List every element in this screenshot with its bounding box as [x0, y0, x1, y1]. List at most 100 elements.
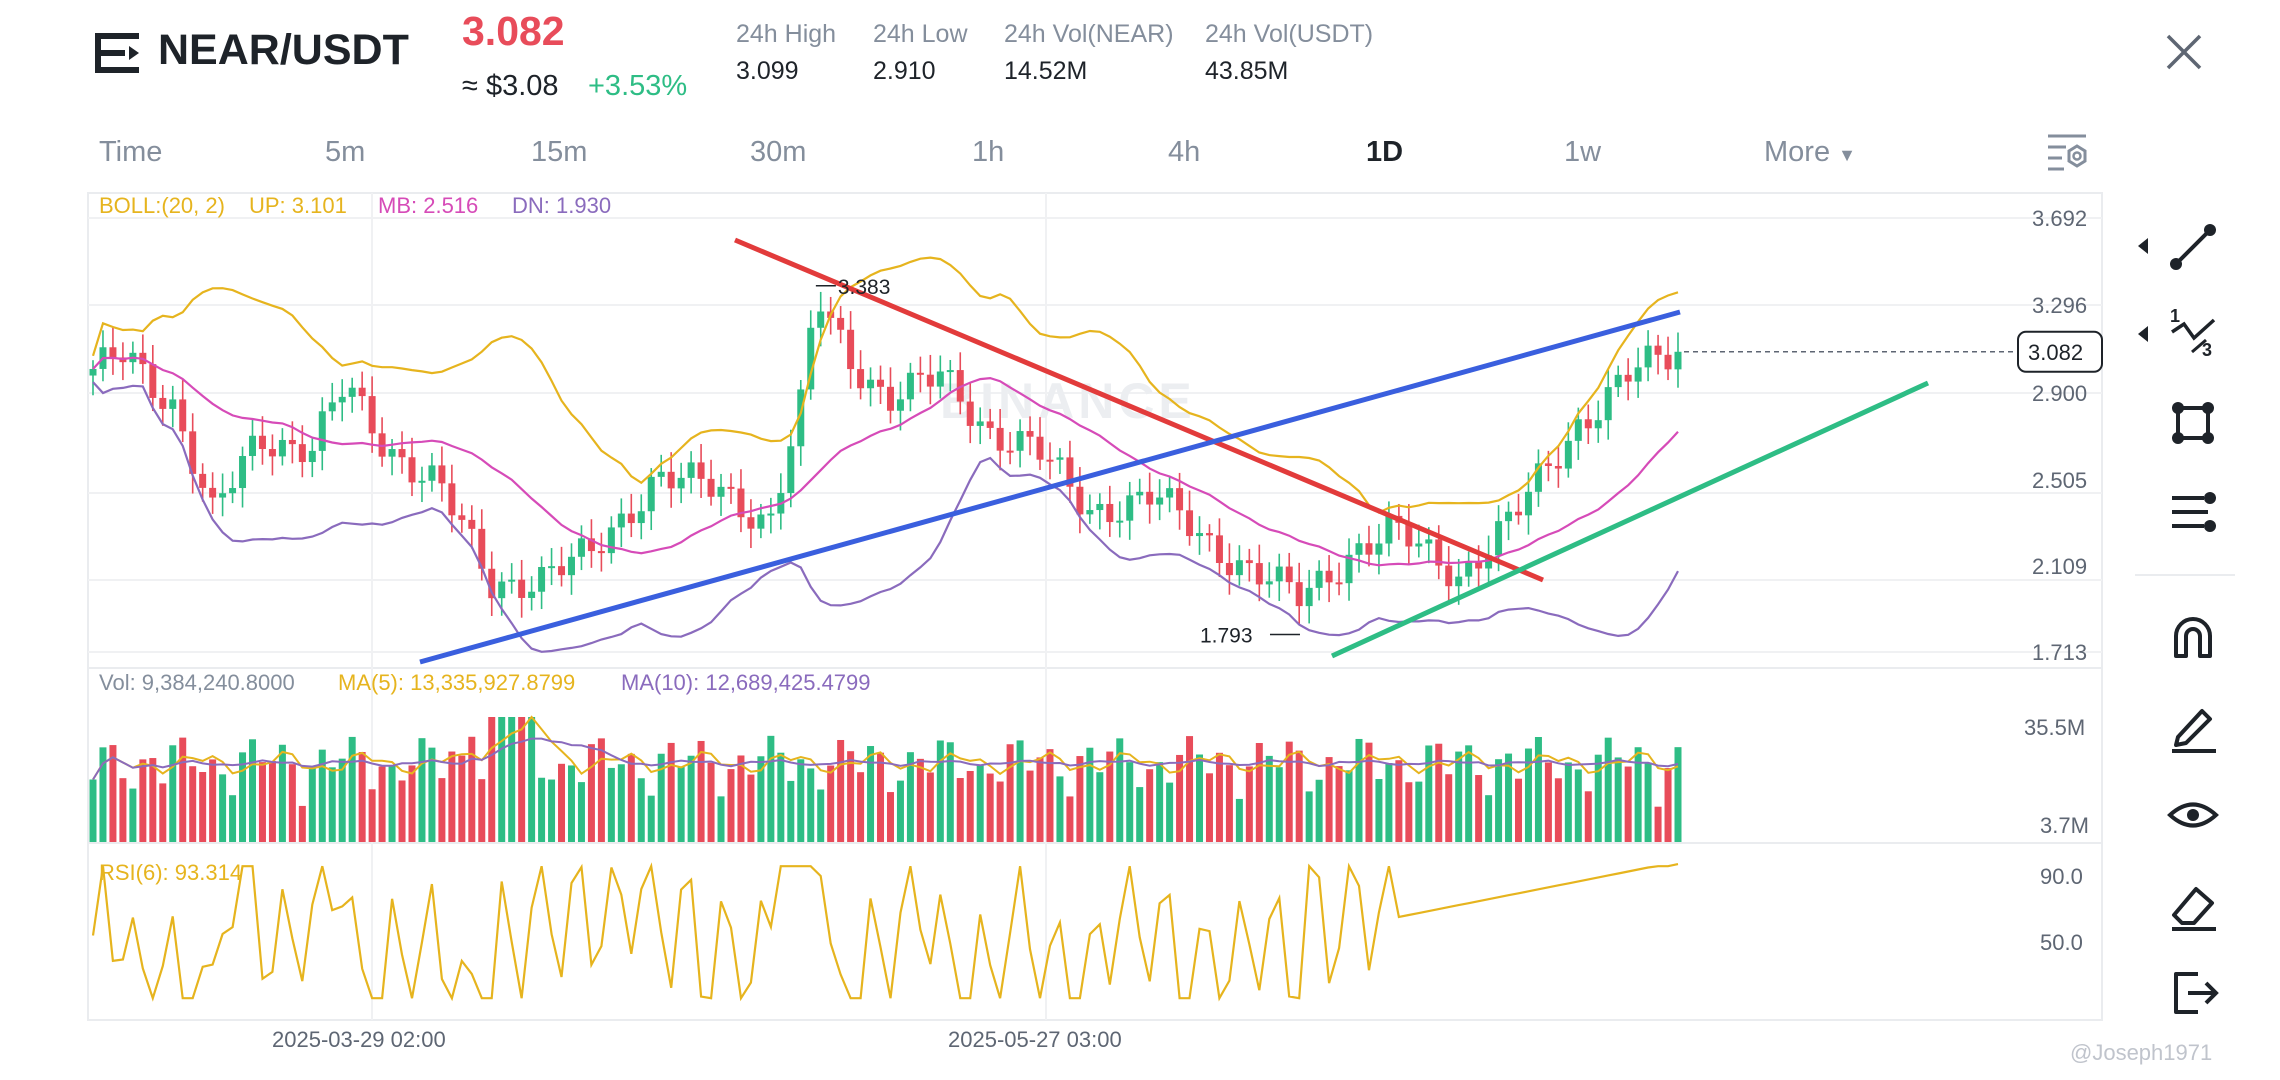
- candle-body: [1245, 560, 1253, 564]
- volume-bar: [169, 745, 177, 842]
- volume-bar: [418, 738, 426, 842]
- candle-body: [498, 581, 506, 599]
- stat-value-low: 2.910: [873, 57, 936, 85]
- candle-body: [1654, 345, 1662, 355]
- candle-body: [567, 556, 575, 576]
- volume-bar: [398, 780, 406, 842]
- tab-1d[interactable]: 1D: [1366, 136, 1404, 168]
- volume-bar: [1136, 787, 1144, 842]
- volume-bar: [1315, 779, 1323, 842]
- volume-bar: [1634, 747, 1642, 842]
- candle-body: [318, 411, 326, 451]
- stat-label-low: 24h Low: [873, 20, 968, 48]
- candle-body: [89, 368, 97, 376]
- volume-bar: [886, 792, 894, 842]
- volume-bar: [1275, 767, 1283, 842]
- volume-bar: [946, 742, 954, 842]
- candle-body: [1176, 488, 1184, 511]
- candles-group: [89, 291, 1682, 625]
- candle-body: [1475, 561, 1483, 569]
- stat-value-vol-near: 14.52M: [1004, 57, 1088, 85]
- candle-body: [1614, 374, 1622, 388]
- volume-bar: [199, 772, 207, 842]
- expand-triangle-icon[interactable]: [2138, 326, 2148, 342]
- candle-body: [428, 465, 436, 481]
- toolbar-divider: [2135, 574, 2235, 576]
- candle-body: [1644, 345, 1652, 368]
- eye-icon[interactable]: [2164, 786, 2222, 844]
- candle-body: [458, 515, 466, 520]
- magnet-icon[interactable]: [2164, 608, 2222, 666]
- stat-value-vol-usdt: 43.85M: [1205, 57, 1289, 85]
- volume-bar: [438, 778, 446, 842]
- price-change: +3.53%: [588, 70, 688, 102]
- candle-body: [837, 317, 845, 330]
- boll-label: BOLL:(20, 2): [99, 193, 225, 218]
- candle-body: [1335, 582, 1343, 585]
- exit-icon[interactable]: [2164, 964, 2222, 1022]
- volume-bar: [1335, 766, 1343, 842]
- candlestick-chart[interactable]: BINANCE3.3831.7933.0823.6923.2962.9002.5…: [0, 180, 2140, 1050]
- candle-body: [508, 579, 516, 582]
- volume-axis-label: 35.5M: [2024, 715, 2085, 740]
- volume-bar: [1116, 738, 1124, 842]
- volume-bar: [388, 765, 396, 842]
- volume-bar: [1495, 759, 1503, 842]
- expand-triangle-icon[interactable]: [2138, 238, 2148, 254]
- chart-settings-icon[interactable]: [2046, 132, 2088, 172]
- volume-bar: [1515, 778, 1523, 842]
- candle-body: [408, 457, 416, 483]
- volume-bar: [1584, 791, 1592, 842]
- volume-bar: [1564, 762, 1572, 842]
- tab-4h[interactable]: 4h: [1168, 136, 1201, 168]
- volume-bar: [1674, 747, 1682, 842]
- candle-body: [727, 486, 735, 489]
- candle-body: [767, 513, 775, 516]
- tab-1h[interactable]: 1h: [972, 136, 1005, 168]
- volume-bar: [1176, 754, 1184, 842]
- close-icon[interactable]: [2162, 30, 2206, 74]
- candle-body: [258, 435, 266, 450]
- volume-bar: [1534, 737, 1542, 842]
- volume-bar: [637, 778, 645, 842]
- volume-bar: [797, 759, 805, 842]
- tab-1w[interactable]: 1w: [1564, 136, 1602, 168]
- volume-bar: [1026, 770, 1034, 842]
- volume-bar: [1445, 774, 1453, 842]
- tab-time[interactable]: Time: [99, 136, 163, 168]
- shape-icon[interactable]: [2164, 394, 2222, 452]
- candle-body: [1405, 522, 1413, 547]
- candle-body: [847, 329, 855, 370]
- parallel-lines-icon[interactable]: [2164, 482, 2222, 540]
- candle-body: [886, 386, 894, 411]
- volume-bar: [508, 717, 516, 842]
- candle-body: [1445, 565, 1453, 587]
- fibonacci-icon[interactable]: 1 3: [2164, 306, 2222, 364]
- volume-bar: [1245, 766, 1253, 842]
- pen-icon[interactable]: [2164, 697, 2222, 755]
- menu-icon[interactable]: [95, 33, 139, 73]
- boll-upper-band: [91, 256, 1679, 514]
- volume-bar: [318, 749, 326, 842]
- candle-body: [807, 327, 815, 390]
- tab-30m[interactable]: 30m: [750, 136, 807, 168]
- candle-body: [787, 446, 795, 494]
- eraser-icon[interactable]: [2164, 875, 2222, 933]
- pair-title[interactable]: NEAR/USDT: [158, 26, 409, 74]
- low-annotation: 1.793: [1200, 624, 1253, 647]
- volume-bar: [229, 795, 237, 842]
- tab-15m[interactable]: 15m: [531, 136, 588, 168]
- candle-body: [1624, 374, 1632, 382]
- candle-body: [867, 379, 875, 389]
- volume-bar: [817, 789, 825, 842]
- volume-bar: [1156, 762, 1164, 842]
- trendline-icon[interactable]: [2164, 218, 2222, 276]
- volume-bar: [458, 755, 466, 842]
- tab-5m[interactable]: 5m: [325, 136, 366, 168]
- candle-body: [248, 435, 256, 457]
- boll-mb: MB: 2.516: [378, 193, 479, 218]
- price-axis-label: 2.900: [2032, 381, 2087, 406]
- tab-more[interactable]: More ▼: [1764, 136, 1856, 169]
- volume-bar: [258, 762, 266, 842]
- candle-body: [1225, 563, 1233, 576]
